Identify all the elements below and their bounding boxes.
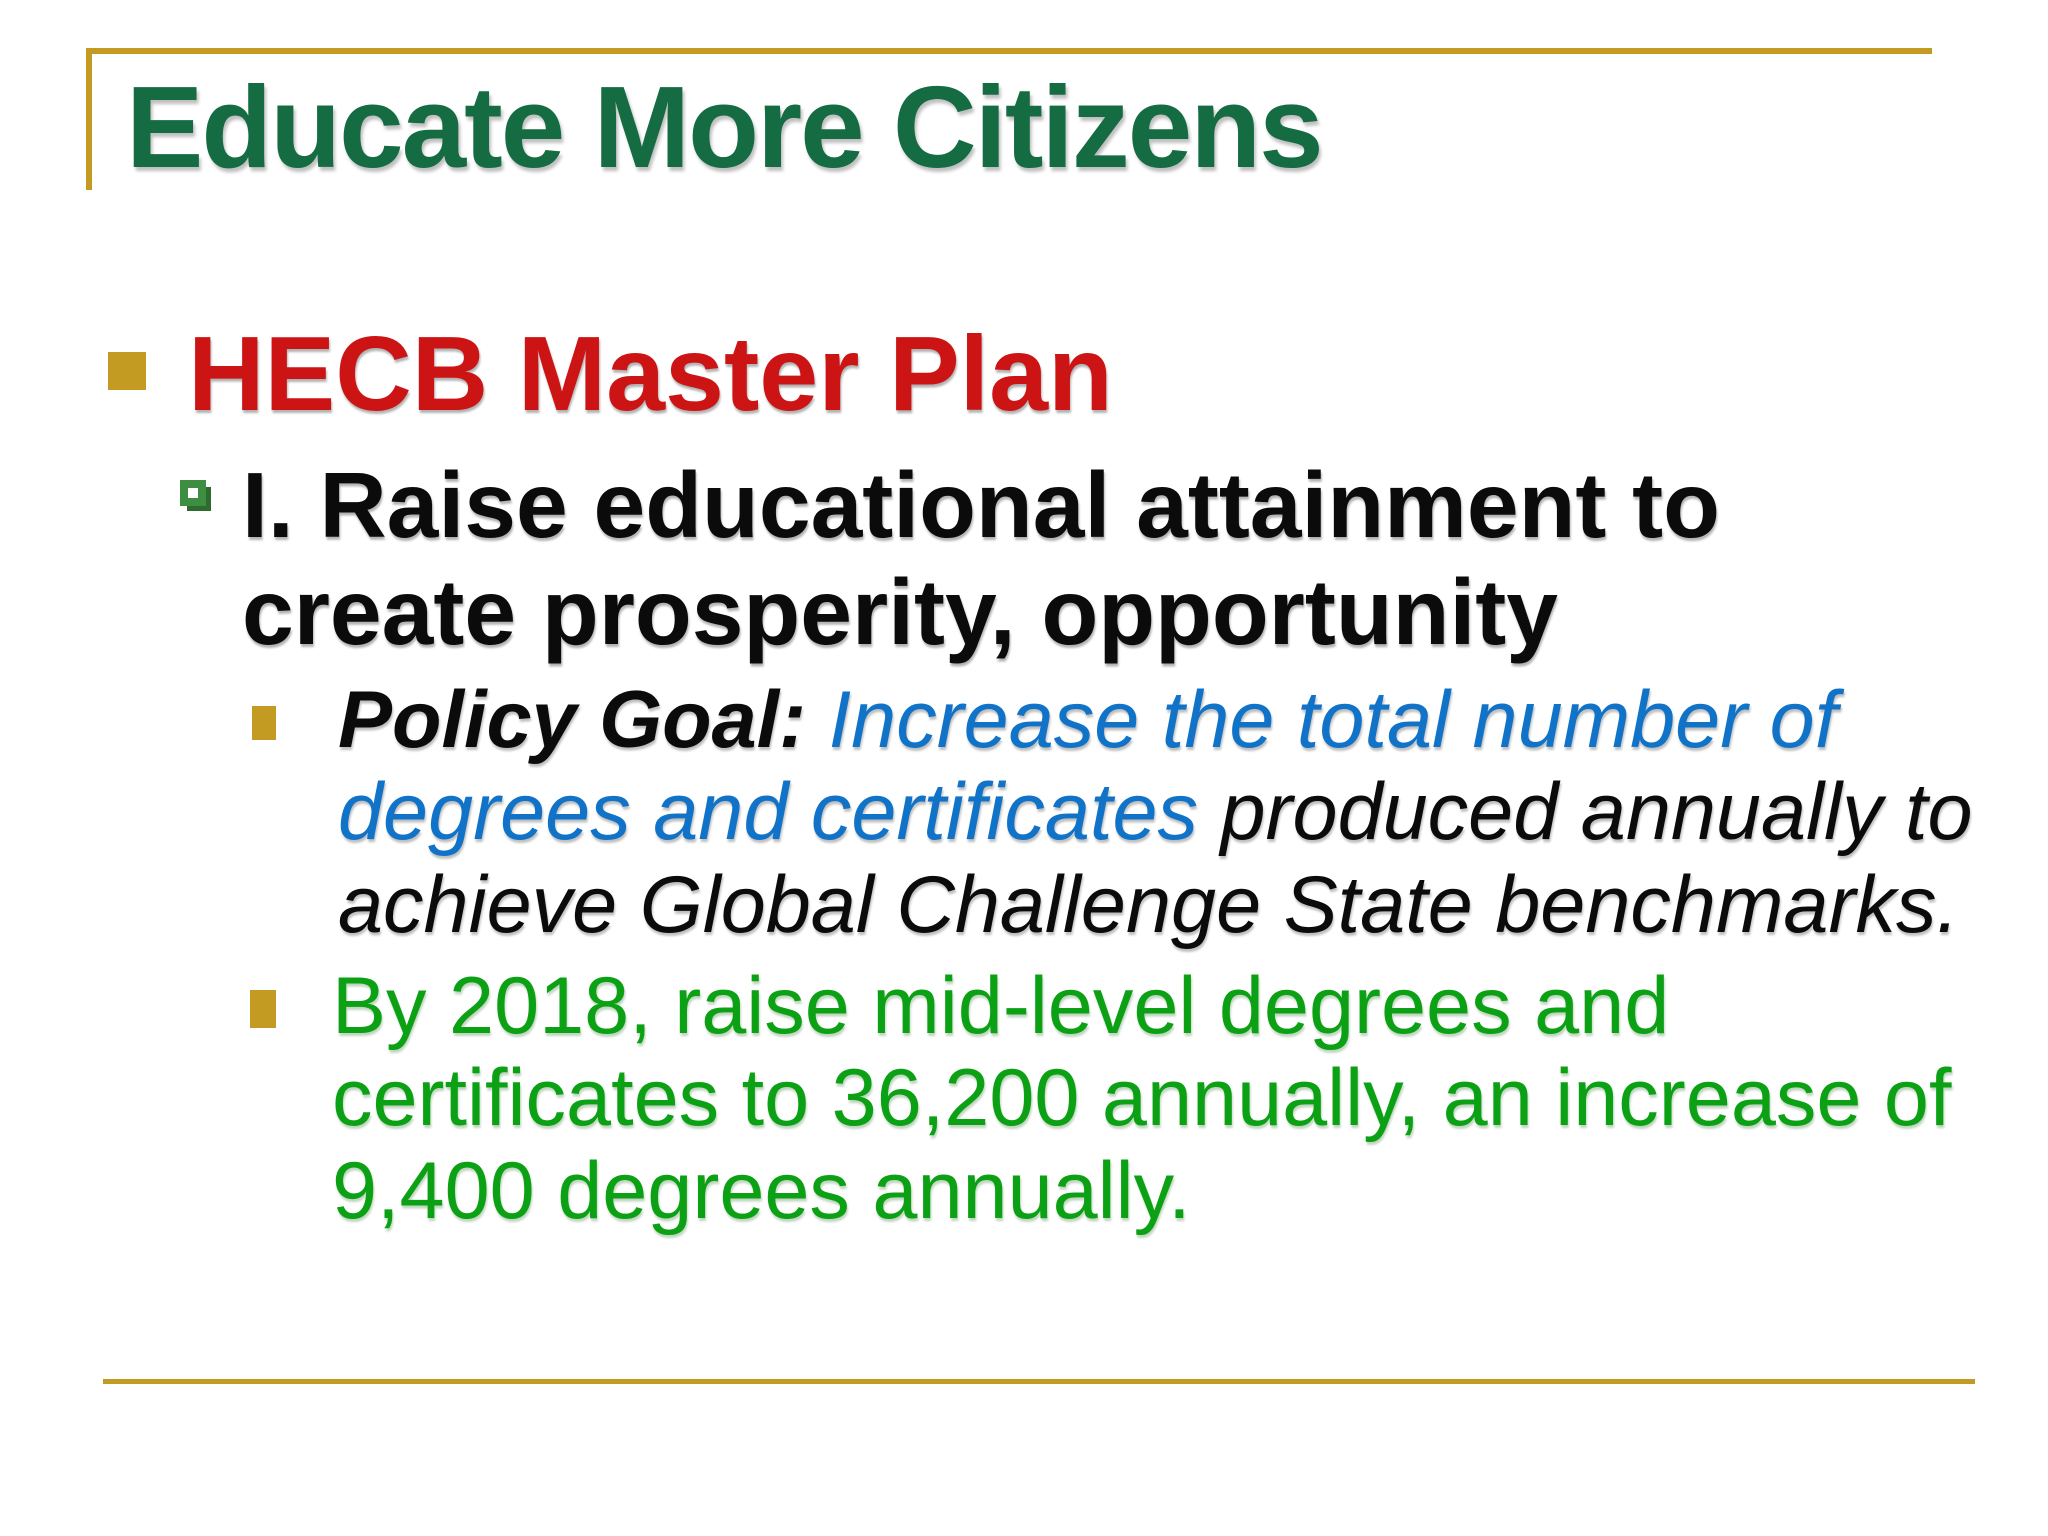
by-2018-text: By 2018, raise mid-level degrees and cer… — [332, 960, 1952, 1237]
slide-title: Educate More Citizens — [126, 62, 1324, 192]
policy-line-1: Policy Goal: Increase the total number o… — [338, 674, 1973, 766]
square-bullet-icon — [108, 352, 146, 390]
square-bullet-icon — [250, 990, 276, 1028]
policy-line-2: degrees and certificates produced annual… — [338, 766, 1973, 858]
policy-goal-text: Policy Goal: Increase the total number o… — [338, 674, 1973, 951]
level2-line-1: I. Raise educational attainment to — [242, 453, 1720, 557]
title-left-rule — [86, 48, 92, 190]
bullet-item-policy-goal: Policy Goal: Increase the total number o… — [252, 674, 1973, 951]
bullet-item-hecb: HECB Master Plan — [108, 314, 1113, 436]
bullet-item-raise-attainment: I. Raise educational attainment to creat… — [180, 452, 1720, 666]
policy-blue-text: degrees and certificates — [338, 767, 1221, 858]
policy-black-text: produced annually to — [1220, 767, 1973, 858]
policy-blue-text: Increase the total number of — [828, 675, 1838, 765]
green-line-1: By 2018, raise mid-level degrees and — [332, 961, 1670, 1051]
policy-line-3: achieve Global Challenge State benchmark… — [338, 859, 1973, 951]
level2-text: I. Raise educational attainment to creat… — [242, 452, 1720, 666]
title-top-rule — [86, 48, 1932, 54]
footer-rule — [103, 1379, 1975, 1384]
green-line-2: certificates to 36,200 annually, an incr… — [332, 1053, 1952, 1144]
hollow-square-bullet-icon — [180, 480, 206, 506]
square-bullet-icon — [252, 706, 276, 740]
policy-black-text: achieve Global Challenge State benchmark… — [338, 859, 1959, 950]
level1-heading: HECB Master Plan — [188, 315, 1113, 433]
bullet-item-by-2018: By 2018, raise mid-level degrees and cer… — [250, 960, 1952, 1237]
green-line-3: 9,400 degrees annually. — [332, 1145, 1191, 1236]
policy-goal-label: Policy Goal: — [338, 675, 829, 765]
level2-line-2: create prosperity, opportunity — [242, 559, 1558, 664]
